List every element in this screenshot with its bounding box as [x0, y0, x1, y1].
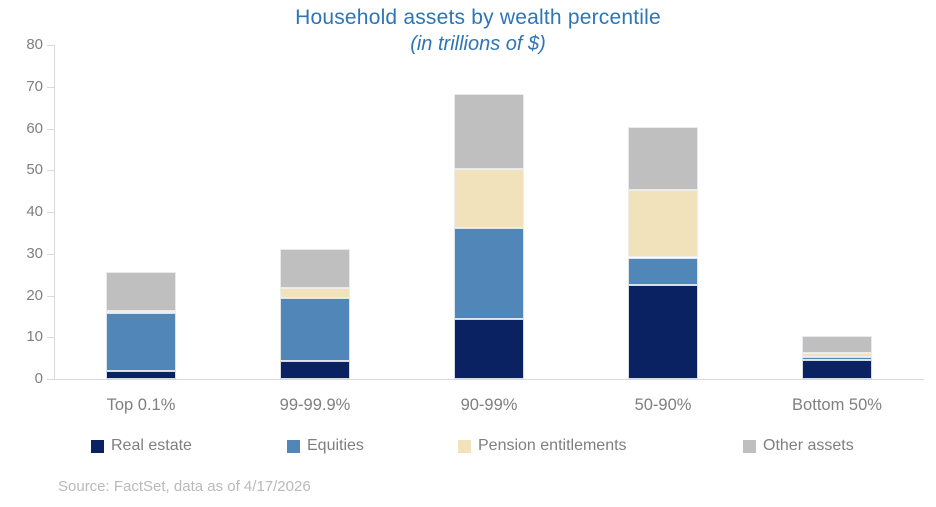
- y-axis-label: 70: [26, 77, 43, 95]
- legend-swatch: [91, 439, 104, 453]
- bar-segment-equities: [628, 257, 698, 286]
- y-axis-label: 10: [26, 328, 43, 346]
- bar-segment-real-estate: [454, 318, 524, 379]
- x-axis-label: Top 0.1%: [106, 396, 176, 414]
- bar-segment-equities: [106, 313, 176, 372]
- y-axis-tick: [47, 253, 54, 255]
- legend-item-other-assets: Other assets: [743, 437, 854, 455]
- source-note: Source: FactSet, data as of 4/17/2026: [58, 478, 311, 495]
- legend-label: Other assets: [763, 437, 854, 454]
- x-axis-line: [54, 379, 924, 380]
- bar-segment-equities: [280, 298, 350, 362]
- y-axis-tick: [47, 128, 54, 130]
- bar-segment-real-estate: [628, 285, 698, 379]
- y-axis-tick: [47, 295, 54, 297]
- y-axis-tick: [47, 170, 54, 172]
- legend-item-real-estate: Real estate: [91, 437, 192, 455]
- bar-segment-pension-entitlements: [280, 287, 350, 298]
- bar-segment-other-assets: [628, 126, 698, 191]
- legend-label: Pension entitlements: [478, 437, 627, 454]
- y-axis-line: [54, 45, 55, 379]
- bar-segment-real-estate: [106, 371, 176, 379]
- legend-swatch: [287, 439, 300, 453]
- legend-swatch: [743, 439, 756, 453]
- bar-segment-pension-entitlements: [454, 168, 524, 228]
- y-axis-label: 50: [26, 161, 43, 179]
- chart-subtitle: (in trillions of $): [410, 33, 546, 55]
- y-axis-label: 60: [26, 119, 43, 137]
- y-axis-tick: [47, 45, 54, 46]
- chart-title: Household assets by wealth percentile: [295, 6, 661, 29]
- y-axis-tick: [47, 212, 54, 213]
- bar-segment-pension-entitlements: [106, 310, 176, 314]
- x-axis-label: 50-90%: [634, 396, 692, 414]
- y-axis-label: 80: [26, 36, 43, 53]
- x-axis-label: 99-99.9%: [279, 396, 351, 414]
- y-axis-label: 20: [26, 286, 43, 304]
- bar-segment-other-assets: [106, 271, 176, 311]
- y-axis-tick: [47, 337, 54, 339]
- y-axis-label: 30: [26, 244, 43, 262]
- legend-swatch: [458, 439, 471, 453]
- x-axis-label: 90-99%: [460, 396, 518, 414]
- bar-segment-other-assets: [802, 336, 872, 353]
- bar-segment-other-assets: [454, 94, 524, 169]
- bar-segment-other-assets: [280, 249, 350, 288]
- legend-label: Equities: [307, 437, 364, 454]
- bar-segment-equities: [802, 356, 872, 361]
- y-axis-tick: [47, 86, 54, 88]
- bar-segment-equities: [454, 227, 524, 319]
- legend-label: Real estate: [111, 437, 192, 454]
- y-axis-label: 40: [26, 203, 43, 220]
- y-axis-label: 0: [34, 370, 43, 387]
- legend-item-equities: Equities: [287, 437, 364, 455]
- bar-segment-real-estate: [802, 360, 872, 379]
- legend-item-pension-entitlements: Pension entitlements: [458, 437, 627, 455]
- bar-segment-pension-entitlements: [802, 352, 872, 357]
- bar-segment-real-estate: [280, 361, 350, 379]
- y-axis-tick: [47, 379, 54, 380]
- bar-segment-pension-entitlements: [628, 190, 698, 258]
- x-axis-label: Bottom 50%: [792, 396, 882, 414]
